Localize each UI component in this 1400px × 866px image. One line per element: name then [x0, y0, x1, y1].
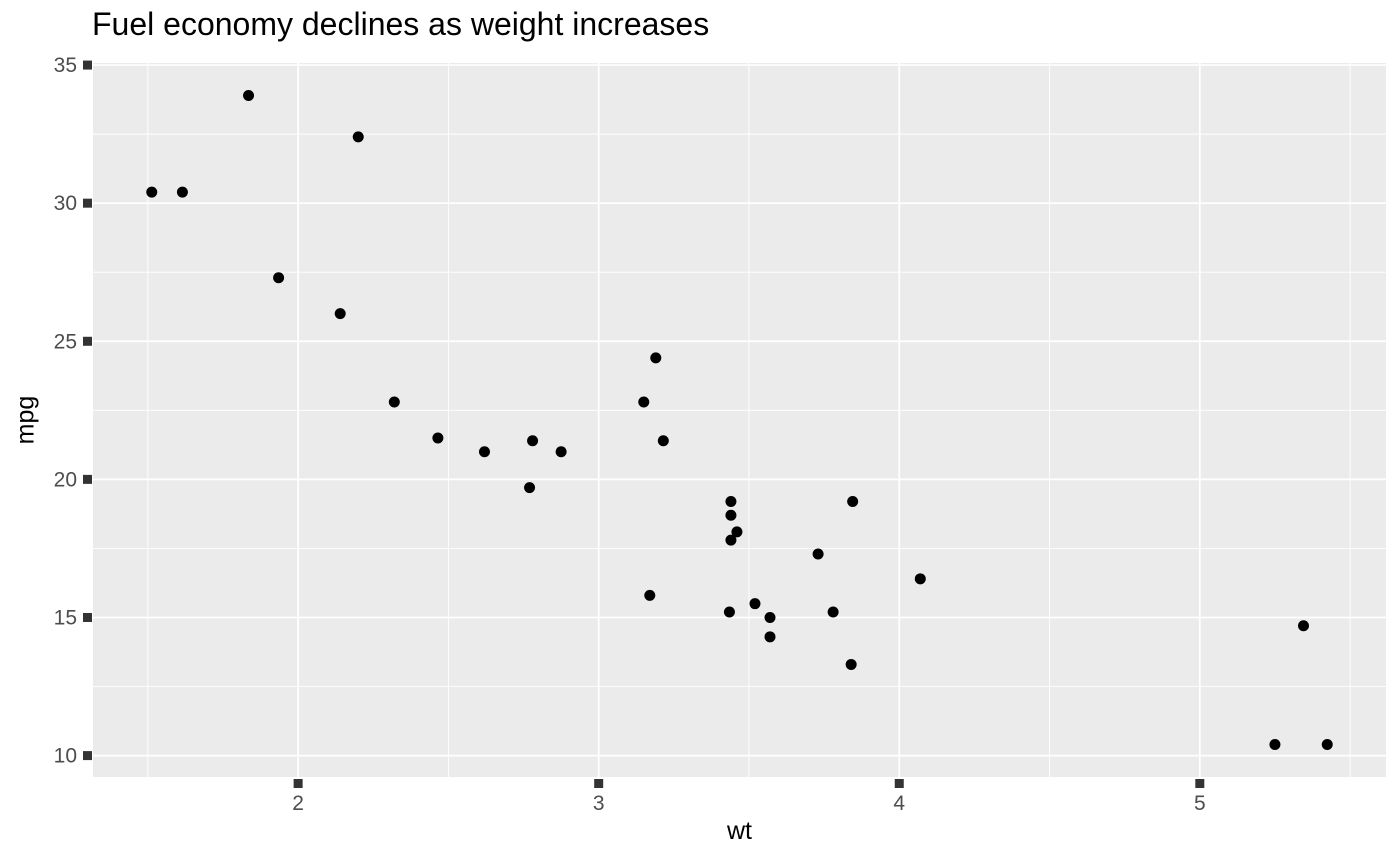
x-tick-mark — [293, 779, 303, 788]
data-point — [657, 435, 669, 447]
y-tick-mark — [83, 60, 92, 70]
data-point — [638, 396, 650, 408]
data-point — [527, 435, 539, 447]
data-point — [273, 272, 285, 284]
y-tick-mark — [83, 474, 92, 484]
data-point — [352, 131, 364, 143]
y-tick-mark — [83, 336, 92, 346]
plot-panel — [93, 63, 1386, 777]
data-point — [243, 89, 255, 101]
data-point — [432, 432, 444, 444]
data-point — [764, 611, 776, 623]
data-point — [812, 548, 824, 560]
data-point — [524, 482, 536, 494]
y-tick-label: 25 — [54, 330, 77, 353]
data-point — [644, 589, 656, 601]
x-axis-title: wt — [727, 817, 752, 845]
data-point — [176, 186, 188, 198]
data-point — [827, 606, 839, 618]
data-point — [914, 573, 926, 585]
data-point — [845, 658, 857, 670]
data-point — [1321, 739, 1333, 751]
x-tick-mark — [1195, 779, 1205, 788]
y-tick-label: 20 — [54, 468, 77, 491]
x-tick-label: 4 — [893, 792, 905, 815]
y-tick-mark — [83, 612, 92, 622]
data-point — [764, 631, 776, 643]
data-point — [749, 598, 761, 610]
data-point — [723, 606, 735, 618]
y-tick-label: 10 — [54, 745, 77, 768]
y-tick-label: 30 — [54, 192, 77, 215]
data-point — [731, 526, 743, 538]
x-tick-label: 2 — [292, 792, 304, 815]
data-point — [725, 534, 737, 546]
plot-title: Fuel economy declines as weight increase… — [92, 6, 710, 42]
data-point — [334, 308, 346, 320]
x-tick-label: 5 — [1194, 792, 1206, 815]
x-tick-mark — [594, 779, 604, 788]
data-point — [388, 396, 400, 408]
data-point — [146, 186, 158, 198]
data-point — [725, 495, 737, 507]
data-point — [1297, 620, 1309, 632]
y-tick-mark — [83, 198, 92, 208]
data-point — [650, 352, 662, 364]
y-tick-label: 35 — [54, 54, 77, 77]
x-tick-mark — [894, 779, 904, 788]
data-point — [1269, 739, 1281, 751]
y-tick-mark — [83, 751, 92, 761]
x-tick-label: 3 — [593, 792, 605, 815]
data-point — [847, 495, 859, 507]
data-point — [555, 446, 567, 458]
data-point — [725, 509, 737, 521]
y-tick-label: 15 — [54, 606, 77, 629]
data-point — [478, 446, 490, 458]
